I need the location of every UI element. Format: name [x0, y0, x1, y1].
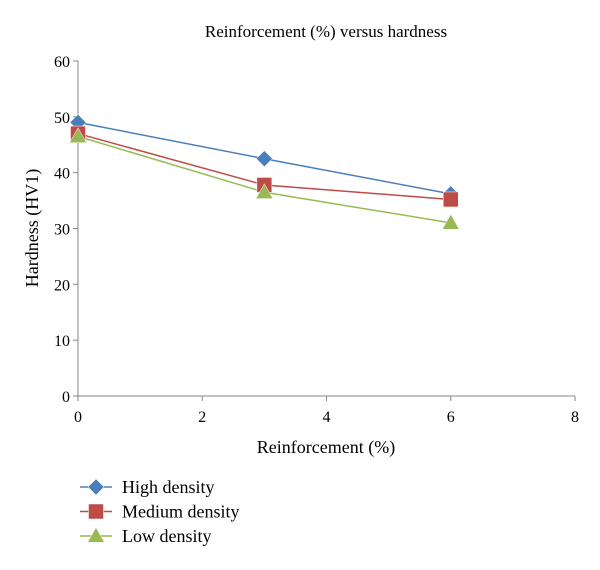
y-tick-label: 40 — [54, 166, 70, 183]
y-tick-label: 10 — [54, 333, 70, 350]
legend-label-medium-density: Medium density — [122, 502, 240, 522]
y-tick-label: 30 — [54, 222, 70, 239]
legend-label-low-density: Low density — [122, 526, 212, 546]
series-markers — [69, 114, 460, 230]
data-point-low-density — [69, 127, 87, 143]
axes: 0 10 20 30 40 50 60 0 2 4 6 8 — [54, 54, 579, 426]
legend-label-high-density: High density — [122, 477, 215, 497]
chart-title: Reinforcement (%) versus hardness — [205, 22, 447, 41]
x-tick-label: 4 — [323, 409, 331, 426]
legend-marker-low-density — [87, 526, 105, 543]
x-tick-label: 2 — [198, 409, 206, 426]
series-lines — [77, 121, 451, 224]
data-point-low-density — [255, 183, 274, 199]
y-tick-label: 50 — [54, 110, 70, 127]
data-point-high-density — [256, 150, 273, 168]
y-tick-label: 20 — [54, 277, 70, 294]
y-tick-label: 60 — [54, 54, 70, 71]
legend: High density Medium density Low density — [80, 477, 240, 546]
data-point-low-density — [441, 213, 460, 230]
y-tick-label: 0 — [62, 389, 70, 406]
x-tick-label: 8 — [571, 409, 579, 426]
legend-marker-medium-density — [88, 503, 104, 520]
y-axis-label: Hardness (HV1) — [22, 169, 43, 287]
legend-marker-high-density — [87, 478, 105, 496]
x-tick-label: 6 — [447, 409, 455, 426]
x-axis-label: Reinforcement (%) — [257, 437, 395, 458]
x-tick-label: 0 — [74, 409, 82, 426]
data-point-medium-density — [443, 191, 459, 208]
